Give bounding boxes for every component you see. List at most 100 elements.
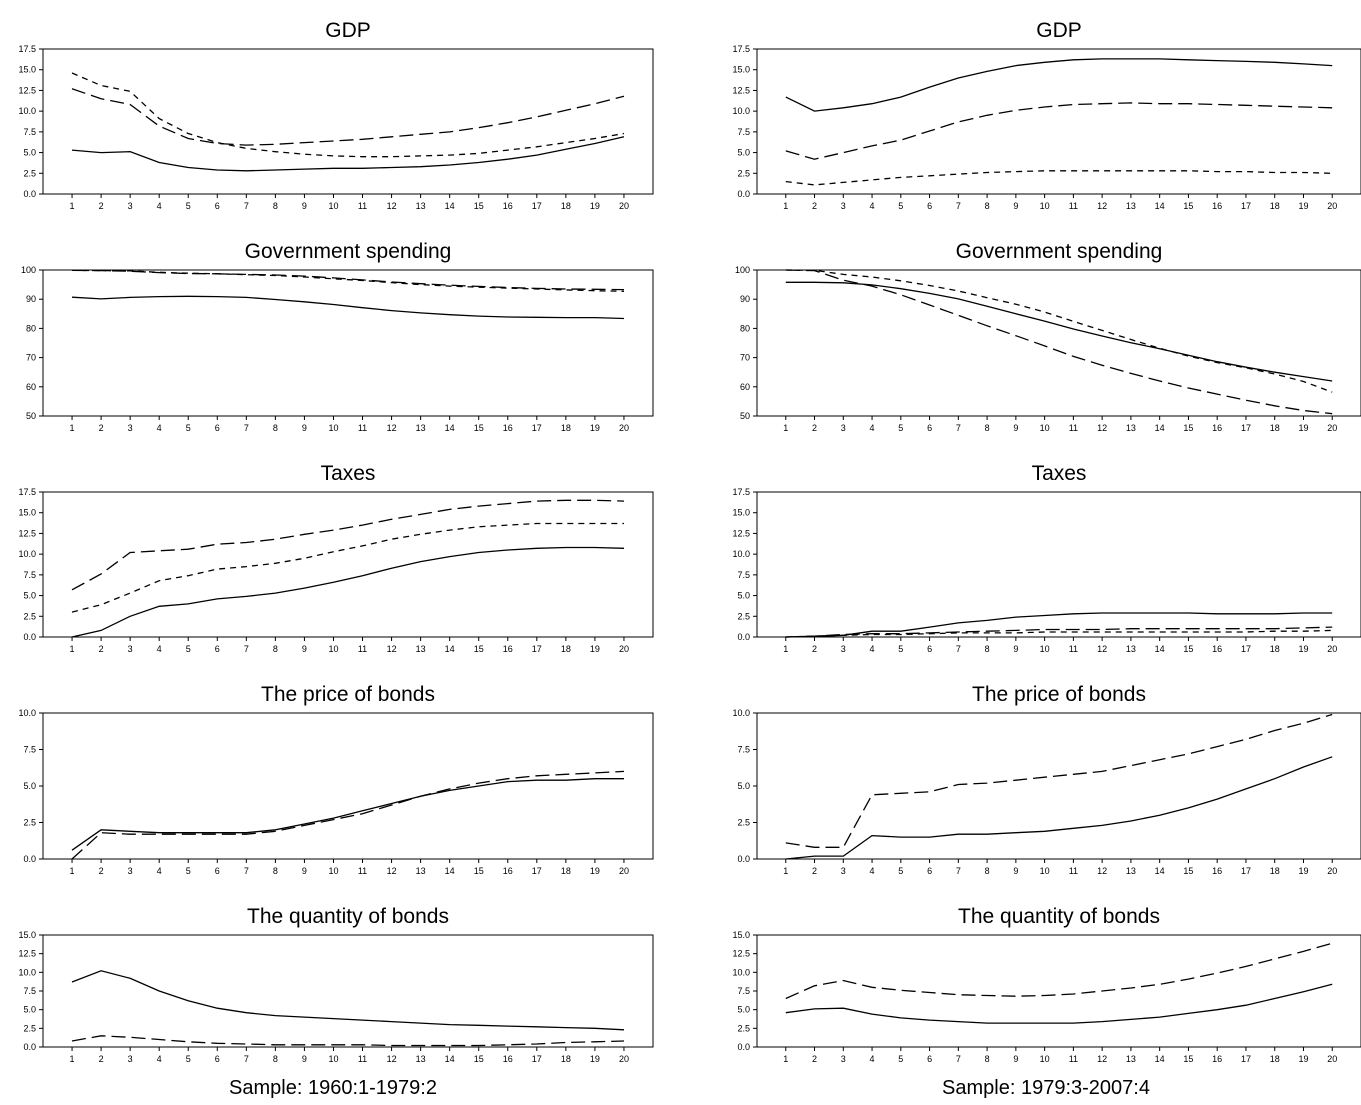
- x-tick-label: 6: [215, 1054, 220, 1064]
- x-tick-label: 9: [302, 423, 307, 433]
- y-tick-label: 12.5: [732, 85, 750, 95]
- y-tick-label: 0.0: [23, 189, 36, 199]
- x-tick-label: 2: [99, 423, 104, 433]
- x-tick-label: 12: [1097, 1054, 1107, 1064]
- panel-title: GDP: [325, 19, 371, 42]
- plot-frame: [42, 934, 654, 1048]
- x-tick-label: 3: [128, 866, 133, 876]
- plot-frame: [42, 712, 654, 860]
- x-tick-label: 1: [70, 866, 75, 876]
- x-tick-label: 2: [99, 1054, 104, 1064]
- x-tick-label: 8: [273, 423, 278, 433]
- x-tick-label: 7: [956, 644, 961, 654]
- x-tick-label: 19: [1298, 1054, 1308, 1064]
- x-tick-label: 3: [128, 1054, 133, 1064]
- x-tick-label: 3: [128, 644, 133, 654]
- x-tick-label: 16: [503, 201, 513, 211]
- x-tick-label: 12: [1097, 644, 1107, 654]
- x-tick-label: 10: [328, 866, 338, 876]
- x-tick-label: 4: [157, 201, 162, 211]
- x-tick-label: 5: [186, 1054, 191, 1064]
- y-tick-label: 70: [740, 353, 750, 363]
- x-tick-label: 14: [445, 1054, 455, 1064]
- x-tick-label: 7: [244, 423, 249, 433]
- y-tick-label: 7.5: [737, 745, 750, 755]
- x-tick-label: 20: [1327, 423, 1337, 433]
- series-line-shortdash: [785, 170, 1333, 186]
- x-tick-label: 17: [532, 644, 542, 654]
- series-line-longdash: [71, 1035, 625, 1047]
- y-tick-label: 15.0: [732, 508, 750, 518]
- chart-panel-10: The quantity of bonds 0.0 2.5 5.0 7.5 10.0 12.…: [732, 905, 1361, 1064]
- plot-frame: [42, 48, 654, 195]
- x-tick-label: 20: [619, 1054, 629, 1064]
- x-tick-label: 11: [1069, 423, 1078, 433]
- x-tick-label: 8: [273, 644, 278, 654]
- x-tick-label: 14: [1155, 201, 1165, 211]
- panel-title: The price of bonds: [972, 683, 1146, 706]
- series-line-solid: [785, 756, 1333, 860]
- x-tick-label: 5: [898, 423, 903, 433]
- y-tick-label: 0.0: [23, 854, 36, 864]
- x-tick-label: 5: [898, 866, 903, 876]
- x-tick-label: 1: [783, 866, 788, 876]
- y-tick-label: 15.0: [18, 930, 36, 940]
- x-tick-label: 9: [1013, 423, 1018, 433]
- x-tick-label: 6: [927, 866, 932, 876]
- series-line-shortdash: [785, 629, 1333, 638]
- x-tick-label: 12: [387, 644, 397, 654]
- y-tick-label: 12.5: [18, 528, 36, 538]
- x-tick-label: 15: [1183, 866, 1193, 876]
- series-line-longdash: [71, 499, 625, 591]
- chart-panel-9: The quantity of bonds 0.0 2.5 5.0 7.5 10.0 12.…: [18, 905, 654, 1064]
- x-tick-label: 18: [1270, 201, 1280, 211]
- x-tick-label: 10: [328, 1054, 338, 1064]
- x-tick-label: 20: [619, 866, 629, 876]
- series-line-longdash: [71, 88, 625, 146]
- x-tick-label: 2: [812, 644, 817, 654]
- y-tick-label: 60: [740, 382, 750, 392]
- y-tick-label: 15.0: [18, 65, 36, 75]
- x-tick-label: 15: [474, 644, 484, 654]
- y-tick-label: 17.5: [732, 44, 750, 54]
- series-line-solid: [71, 546, 625, 638]
- x-tick-label: 4: [157, 1054, 162, 1064]
- x-tick-label: 9: [1013, 866, 1018, 876]
- x-tick-label: 20: [619, 644, 629, 654]
- x-tick-label: 13: [1126, 201, 1136, 211]
- y-tick-label: 0.0: [737, 632, 750, 642]
- y-tick-label: 17.5: [732, 487, 750, 497]
- x-tick-label: 6: [927, 201, 932, 211]
- x-tick-label: 14: [445, 866, 455, 876]
- x-tick-label: 4: [870, 201, 875, 211]
- y-tick-label: 2.5: [23, 611, 36, 621]
- x-tick-label: 10: [1040, 866, 1050, 876]
- x-tick-label: 17: [1241, 423, 1251, 433]
- y-tick-label: 2.5: [737, 818, 750, 828]
- x-tick-label: 11: [358, 1054, 367, 1064]
- series-line-longdash: [785, 626, 1333, 638]
- x-tick-label: 17: [1241, 201, 1251, 211]
- x-tick-label: 11: [358, 201, 367, 211]
- x-tick-label: 17: [1241, 644, 1251, 654]
- y-tick-label: 7.5: [737, 570, 750, 580]
- x-tick-label: 19: [1298, 644, 1308, 654]
- x-tick-label: 11: [358, 644, 367, 654]
- x-tick-label: 10: [1040, 201, 1050, 211]
- x-tick-label: 4: [157, 423, 162, 433]
- x-tick-label: 19: [590, 866, 600, 876]
- x-tick-label: 13: [416, 201, 426, 211]
- x-tick-label: 2: [99, 644, 104, 654]
- x-tick-label: 17: [1241, 1054, 1251, 1064]
- y-tick-label: 15.0: [18, 508, 36, 518]
- x-tick-label: 1: [70, 423, 75, 433]
- x-tick-label: 10: [328, 644, 338, 654]
- x-tick-label: 14: [1155, 423, 1165, 433]
- x-tick-label: 4: [870, 866, 875, 876]
- x-tick-label: 12: [1097, 866, 1107, 876]
- series-line-shortdash: [71, 72, 625, 158]
- y-tick-label: 100: [735, 265, 750, 275]
- x-tick-label: 12: [1097, 201, 1107, 211]
